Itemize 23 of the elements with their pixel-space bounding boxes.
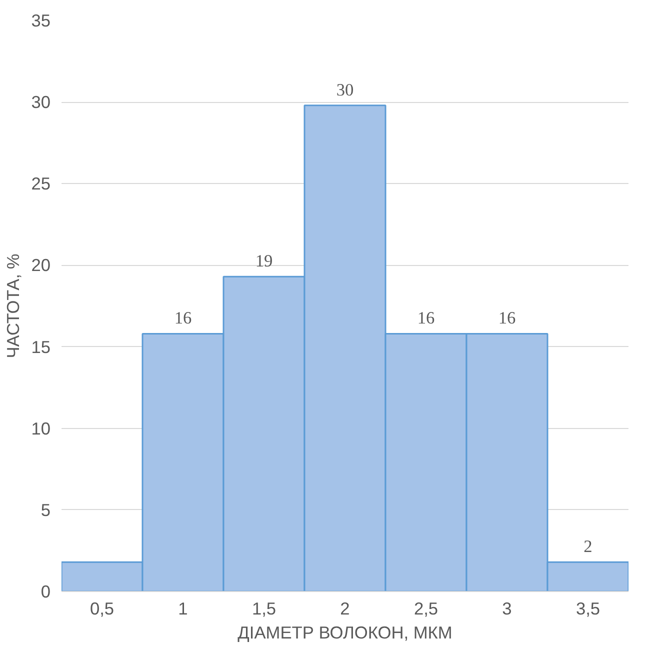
data-label: 2 <box>584 537 592 556</box>
x-tick-label: 2 <box>340 598 350 618</box>
y-axis-title: ЧАСТОТА, % <box>3 254 24 358</box>
data-label: 16 <box>498 308 516 328</box>
x-tick-label: 3 <box>502 598 512 618</box>
y-tick-label: 20 <box>31 255 51 276</box>
y-tick-label: 10 <box>31 418 51 438</box>
x-axis-title: ДІАМЕТР ВОЛОКОН, МКМ <box>238 622 452 642</box>
x-tick-label: 0,5 <box>90 598 114 618</box>
y-tick-label: 15 <box>31 336 51 357</box>
data-label: 19 <box>255 252 273 271</box>
x-tick-label: 1,5 <box>252 598 276 618</box>
y-tick-label: 30 <box>31 92 51 112</box>
x-tick-label: 3,5 <box>576 598 600 618</box>
data-label: 30 <box>336 80 354 100</box>
y-tick-label: 35 <box>31 10 51 30</box>
data-label: 16 <box>174 308 192 328</box>
x-tick-label: 1 <box>178 598 188 618</box>
y-tick-label: 5 <box>40 500 51 520</box>
y-tick-label: 0 <box>40 582 51 602</box>
data-label: 16 <box>417 308 435 328</box>
x-tick-label: 2,5 <box>414 598 438 618</box>
y-tick-label: 25 <box>31 174 51 194</box>
